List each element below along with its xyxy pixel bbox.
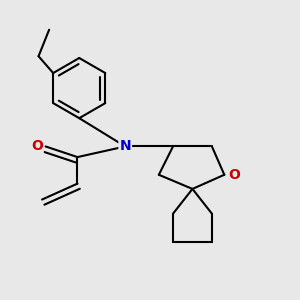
Text: N: N bbox=[119, 140, 131, 154]
Text: O: O bbox=[31, 140, 43, 154]
Text: O: O bbox=[228, 168, 240, 182]
